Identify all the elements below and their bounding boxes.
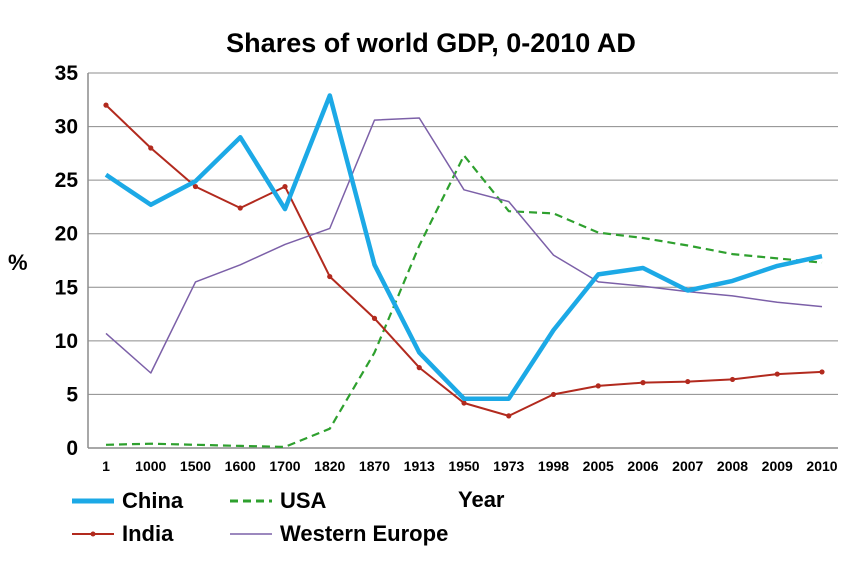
x-tick-label: 2008 <box>717 458 748 474</box>
point-india <box>327 273 333 280</box>
x-tick-label: 1913 <box>404 458 435 474</box>
y-tick-labels: 0 5 10 15 20 25 30 35 <box>55 62 79 460</box>
x-tick-label: 2009 <box>762 458 793 474</box>
point-india <box>685 378 691 385</box>
legend-label-india: India <box>122 521 174 546</box>
legend-label-china: China <box>122 488 184 513</box>
x-tick-label: 1 <box>102 458 110 474</box>
x-tick-label: 1973 <box>493 458 524 474</box>
legend-swatch-india <box>72 531 114 537</box>
x-tick-label: 2007 <box>672 458 703 474</box>
legend-label-western-europe: Western Europe <box>280 521 449 546</box>
point-india <box>416 365 422 371</box>
series-line-western-europe <box>105 117 823 374</box>
x-tick-label: 1820 <box>314 458 345 474</box>
point-india <box>192 183 199 190</box>
y-tick-label: 10 <box>55 330 78 353</box>
x-tick-label: 2006 <box>627 458 658 474</box>
point-india <box>550 391 557 398</box>
x-tick-labels: 1 1000 1500 1600 1700 1820 1870 1913 1950 1973 199… <box>102 458 838 474</box>
y-tick-label: 25 <box>55 169 79 192</box>
x-tick-label: 1870 <box>359 458 390 474</box>
point-india <box>148 145 154 151</box>
series-lines <box>103 93 825 448</box>
x-tick-label: 1700 <box>269 458 300 474</box>
series-line-usa <box>105 154 823 448</box>
axes <box>87 73 838 449</box>
point-india <box>595 383 601 389</box>
y-tick-label: 20 <box>55 223 78 246</box>
legend-swatch-western-europe <box>230 533 272 535</box>
y-tick-label: 0 <box>66 437 78 460</box>
point-india <box>774 371 780 377</box>
grid-lines <box>88 72 838 395</box>
y-tick-label: 5 <box>66 383 78 406</box>
x-tick-label: 1998 <box>538 458 569 474</box>
point-india <box>103 102 109 108</box>
chart-title: Shares of world GDP, 0-2010 AD <box>226 28 636 58</box>
point-india <box>371 315 378 321</box>
legend: China USA India Western Europe <box>70 485 470 565</box>
legend-item-india: India <box>70 521 173 547</box>
y-tick-label: 30 <box>55 116 78 139</box>
legend-item-usa: USA <box>228 488 326 514</box>
point-india <box>506 413 512 419</box>
point-india <box>819 369 825 375</box>
x-axis-label: Year <box>458 487 505 512</box>
x-tick-label: 2005 <box>583 458 614 474</box>
legend-item-western-europe: Western Europe <box>228 521 448 547</box>
x-tick-label: 1000 <box>135 458 166 474</box>
y-tick-label: 15 <box>55 276 79 299</box>
y-axis-label: % <box>8 250 28 275</box>
point-india <box>282 183 288 190</box>
legend-swatch-china <box>72 498 114 504</box>
point-india <box>640 380 646 386</box>
point-india <box>237 205 243 211</box>
legend-item-china: China <box>70 488 183 514</box>
point-india <box>461 400 467 406</box>
series-line-india <box>105 104 823 417</box>
x-tick-label: 1950 <box>448 458 479 474</box>
x-tick-label: 2010 <box>806 458 837 474</box>
series-line-china <box>104 93 823 401</box>
y-tick-label: 35 <box>55 62 79 85</box>
legend-label-usa: USA <box>280 488 327 513</box>
x-tick-label: 1600 <box>225 458 256 474</box>
x-tick-label: 1500 <box>180 458 211 474</box>
legend-swatch-usa <box>230 499 272 503</box>
point-india <box>729 376 736 383</box>
